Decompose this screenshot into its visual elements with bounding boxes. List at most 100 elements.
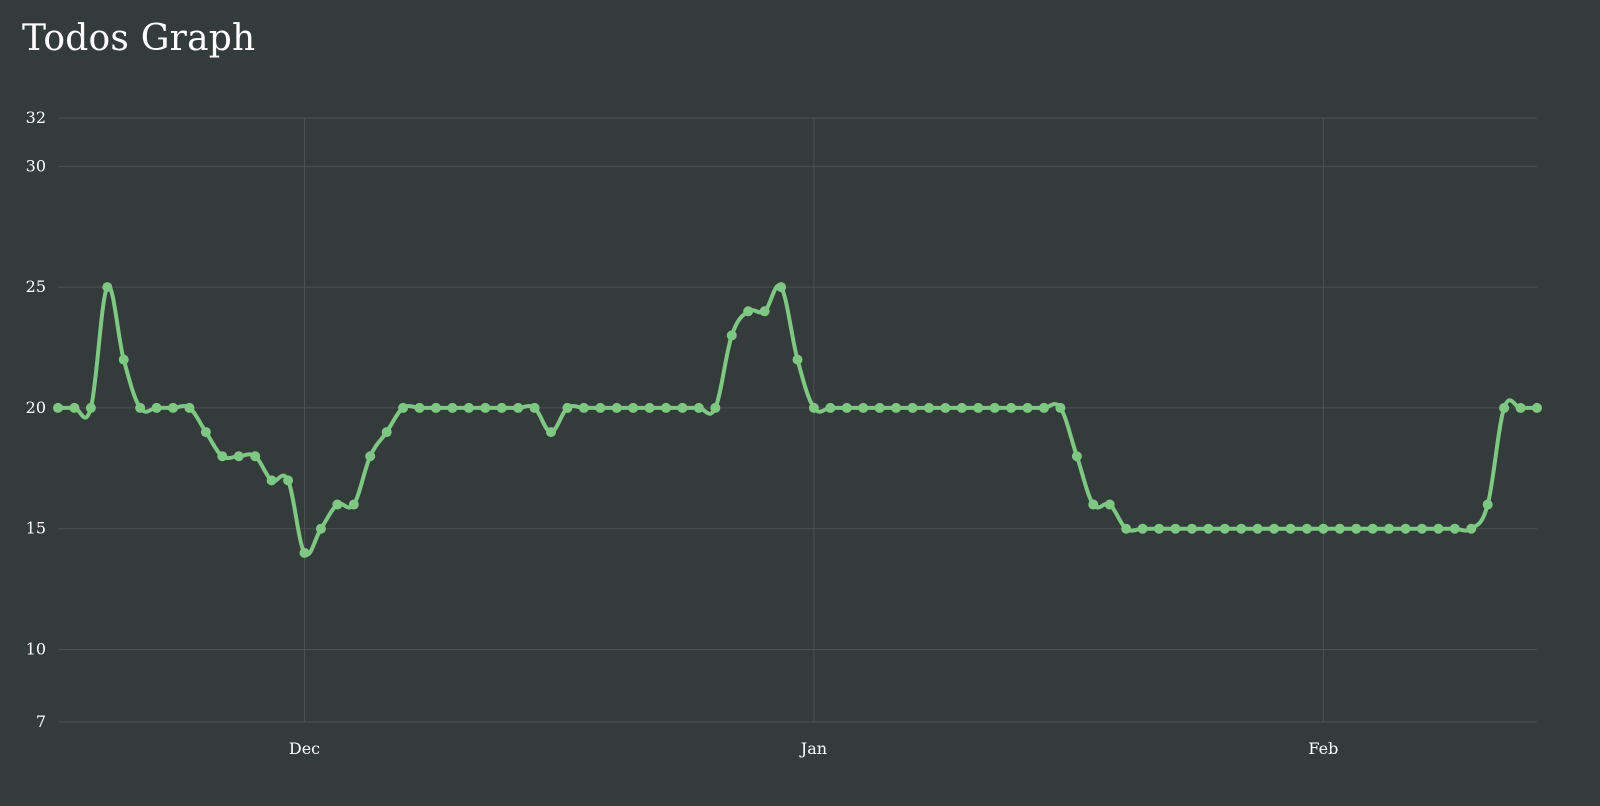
data-point [891,402,902,413]
data-point [1384,523,1395,534]
data-point [1055,402,1066,413]
y-tick-label: 20 [26,398,46,417]
data-point [69,402,80,413]
data-point [628,402,639,413]
data-point [956,402,967,413]
x-tick-label: Dec [289,739,320,758]
data-point [841,402,852,413]
data-point [1039,402,1049,413]
x-axis-labels: Dec Jan Feb [289,739,1338,758]
data-point [250,451,261,462]
x-tick-label: Feb [1308,739,1338,758]
data-point [283,475,294,486]
data-point [1088,499,1099,510]
data-point [1285,523,1296,534]
data-point [447,402,458,413]
data-point [414,402,425,413]
data-point [233,451,244,462]
y-tick-label: 7 [36,712,46,731]
data-point [184,402,195,413]
data-point [1104,499,1115,510]
data-point [1121,523,1132,534]
data-point [989,402,1000,413]
data-point [611,402,622,413]
y-tick-label: 15 [26,519,46,538]
data-point [1449,523,1460,534]
data-point [1022,402,1033,413]
data-point [693,402,704,413]
chart-title: Todos Graph [22,18,256,59]
data-point [1154,523,1165,534]
data-point [299,547,310,558]
y-gridlines [58,117,1537,723]
data-point [1466,523,1477,534]
y-tick-label: 32 [26,108,46,127]
data-point [792,354,803,365]
data-point [315,523,326,534]
data-point [1515,402,1526,413]
data-point [1219,523,1230,534]
data-point [102,282,113,293]
data-point [135,402,146,413]
data-point [858,402,869,413]
y-tick-label: 25 [26,277,46,296]
data-point [1499,402,1510,413]
data-point [513,402,524,413]
data-point [529,402,540,413]
data-point [1416,523,1427,534]
data-point [710,402,721,413]
data-point [562,402,573,413]
data-point [398,402,409,413]
x-tick-label: Jan [799,739,827,758]
data-point [430,402,441,413]
y-axis-labels: 7 10 15 20 25 30 32 [26,108,46,731]
data-point [808,402,819,413]
data-point [578,402,589,413]
data-point [53,402,63,413]
data-point [1433,523,1444,534]
data-point [1071,451,1082,462]
data-point [1301,523,1312,534]
data-point [118,354,129,365]
data-point [973,402,984,413]
data-point [940,402,951,413]
data-point [595,402,606,413]
data-point [923,402,934,413]
data-point [1252,523,1263,534]
data-point [825,402,836,413]
data-point [1532,402,1542,413]
data-point [1269,523,1280,534]
data-point [381,427,392,438]
data-point [874,402,885,413]
data-point [1334,523,1345,534]
data-point [1137,523,1148,534]
data-point [1203,523,1214,534]
series-line-group [56,283,1539,557]
x-gridlines [304,118,1324,722]
data-point [1170,523,1181,534]
data-point [200,427,211,438]
data-point [743,306,754,317]
data-point [496,402,507,413]
series-line [56,283,1539,557]
data-point [1400,523,1411,534]
data-point [1351,523,1362,534]
data-point [266,475,277,486]
data-point [1318,523,1329,534]
data-point [1006,402,1017,413]
data-point [726,330,737,341]
data-point [480,402,491,413]
data-point [463,402,474,413]
data-point [546,427,556,438]
y-tick-label: 30 [26,156,46,175]
data-point [332,499,343,510]
data-point [365,451,376,462]
data-point [677,402,688,413]
data-point [907,402,918,413]
data-point [759,306,770,317]
data-point [776,282,787,293]
data-point [348,499,359,510]
data-point [151,402,162,413]
series-points-group [53,282,1542,558]
